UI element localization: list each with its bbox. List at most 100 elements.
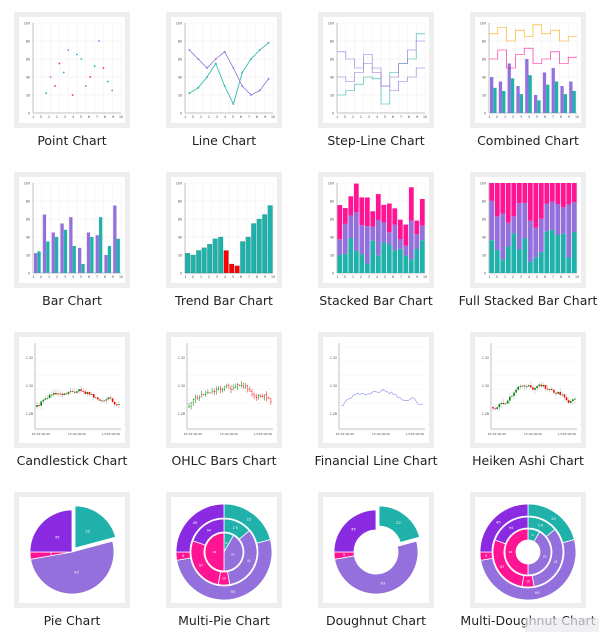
gallery-tile-bar[interactable]: 0 20 40 60 80 100 -1 0 1 2 3 4 5 6 7 8 9 10 Bar Chart [0,160,152,320]
candle [97,397,99,400]
stacked-bar-segment [386,203,392,233]
gallery-tile-fullstackedbar[interactable]: 0 20 40 60 80 100 -1 0 1 2 3 4 5 6 7 8 9 10 Full Stacked B… [456,160,603,320]
svg-text:13.05 00:00: 13.05 00:00 [102,432,120,436]
candle [521,385,524,387]
candle [38,405,40,406]
svg-text:0: 0 [344,115,346,119]
gallery-tile-pie[interactable]: 22 93 5 45 Pie Chart [0,480,152,640]
svg-text:9: 9 [568,115,570,119]
stacked-bar-segment [555,235,561,273]
gallery-tile-ohlc[interactable]: 1.32 1.30 1.28 01.04 00:00 12.04 00:00 13.05 … [152,320,304,480]
tile-caption[interactable]: Full Stacked Bar Chart [458,293,598,308]
candlestick-chart-preview: 1.32 1.30 1.28 01.04 00:00 12.04 00:00 13.05 … [26,343,121,436]
tile-caption[interactable]: Pie Chart [43,613,101,628]
svg-text:1.30: 1.30 [178,384,185,388]
chart-thumbnail[interactable]: 22 93 5 45 2 6 41 10 87 94 6 81 94 [470,492,586,608]
slice-label: 41 [554,560,558,564]
tile-caption[interactable]: Doughnut Chart [325,613,427,628]
tile-caption[interactable]: Candlestick Chart [16,453,128,468]
chart-thumbnail[interactable]: 22 93 5 45 2 6 41 10 87 94 6 81 94 [166,492,282,608]
gallery-tile-multipie[interactable]: 22 93 5 45 2 6 41 10 87 94 6 81 94 Multi-Pie Chart [152,480,304,640]
chart-thumbnail[interactable]: 0 20 40 60 80 100 -1 0 1 2 3 4 5 6 7 8 9 10 [318,172,434,288]
data-point [89,76,92,78]
tile-caption[interactable]: Stacked Bar Chart [319,293,433,308]
gallery-tile-heikenashi[interactable]: 1.32 1.30 1.28 01.04 00:00 12.04 00:00 13.05 … [456,320,603,480]
pie-slice [334,540,419,595]
tile-caption[interactable]: Multi-Pie Chart [178,613,270,628]
svg-text:1.32: 1.32 [330,356,337,360]
gallery-tile-combined[interactable]: 0 20 40 60 80 100 -1 0 1 2 3 4 5 6 7 8 9 10 Combined Chart [456,0,603,160]
bar [551,68,555,113]
tile-caption[interactable]: Heiken Ashi Chart [472,453,584,468]
gallery-tile-doughnut[interactable]: 22 93 5 45 Doughnut Chart [304,480,456,640]
stacked-bar-segment [549,201,555,230]
chart-thumbnail[interactable]: 22 93 5 45 [14,492,130,608]
svg-text:40: 40 [330,76,334,80]
gallery-tile-candlestick[interactable]: 1.32 1.30 1.28 01.04 00:00 12.04 00:00 13.05 … [0,320,152,480]
heikenashi-chart-preview: 1.32 1.30 1.28 01.04 00:00 12.04 00:00 13.05 … [482,343,577,436]
tile-caption[interactable]: Step-Line Chart [327,133,425,148]
chart-thumbnail[interactable]: 0 20 40 60 80 100 -1 0 1 2 3 4 5 6 7 8 9 10 [166,172,282,288]
tile-caption[interactable]: Line Chart [191,133,257,148]
chart-thumbnail[interactable]: 0 20 40 60 80 100 -1 0 1 2 3 4 5 6 7 8 9 10 [470,172,586,288]
svg-text:5: 5 [384,275,386,279]
data-point [241,85,244,87]
gallery-tile-line[interactable]: 0 20 40 60 80 100 -1 0 1 2 3 4 5 6 7 8 9 10 Line Chart [152,0,304,160]
chart-thumbnail[interactable]: 1.32 1.30 1.28 01.04 00:00 12.04 00:00 13.05 … [318,332,434,448]
slice-label: 93 [74,570,79,575]
gallery-tile-stackedbar[interactable]: 0 20 40 60 80 100 -1 0 1 2 3 4 5 6 7 8 9 10 Stacked Bar Ch… [304,160,456,320]
candle [44,398,47,400]
tile-caption[interactable]: Combined Chart [477,133,579,148]
stacked-bar-segment [522,238,528,273]
chart-thumbnail[interactable]: 0 20 40 60 80 100 -1 0 1 2 3 4 5 6 7 8 9 10 [14,172,130,288]
tile-caption[interactable]: Point Chart [37,133,107,148]
stacked-bar-segment [375,194,381,220]
gallery-tile-point[interactable]: 0 20 40 60 80 100 -1 0 1 2 3 4 5 6 7 8 9 10 Point Chart [0,0,152,160]
gallery-tile-trendbar[interactable]: 0 20 40 60 80 100 -1 0 1 2 3 4 5 6 7 8 9 10 Trend Bar Char… [152,160,304,320]
svg-text:1.28: 1.28 [178,412,185,416]
svg-text:20: 20 [482,94,486,98]
candle [65,393,68,395]
svg-text:3: 3 [216,115,218,119]
tile-caption[interactable]: OHLC Bars Chart [171,453,277,468]
svg-text:100: 100 [24,22,30,26]
data-point [71,94,74,96]
tile-caption[interactable]: Bar Chart [42,293,102,308]
candle [82,391,84,392]
chart-thumbnail[interactable]: 0 20 40 60 80 100 -1 0 1 2 3 4 5 6 7 8 9 10 [470,12,586,128]
gallery-tile-financialline[interactable]: 1.32 1.30 1.28 01.04 00:00 12.04 00:00 13.05 … [304,320,456,480]
stacked-bar-segment [511,183,517,217]
tile-caption[interactable]: Trend Bar Chart [175,293,273,308]
chart-thumbnail[interactable]: 1.32 1.30 1.28 01.04 00:00 12.04 00:00 13.05 … [14,332,130,448]
data-point [223,85,226,87]
slice-label: 81 [543,555,547,559]
chart-thumbnail[interactable]: 22 93 5 45 [318,492,434,608]
candle [561,394,564,396]
chart-thumbnail[interactable]: 0 20 40 60 80 100 -1 0 1 2 3 4 5 6 7 8 9 10 [14,12,130,128]
chart-axes: 1.32 1.30 1.28 01.04 00:00 12.04 00:00 13.05 … [178,343,273,436]
candle [57,393,59,395]
svg-text:6: 6 [88,115,90,119]
bar [510,78,515,113]
data-point [206,67,208,69]
svg-text:40: 40 [26,236,30,240]
candle [84,391,87,394]
chart-thumbnail[interactable]: 1.32 1.30 1.28 01.04 00:00 12.04 00:00 13.05 … [470,332,586,448]
svg-text:60: 60 [178,58,182,62]
stacked-bar-segment [414,234,420,249]
svg-text:60: 60 [330,218,334,222]
bar [95,235,99,273]
chart-thumbnail[interactable]: 0 20 40 60 80 100 -1 0 1 2 3 4 5 6 7 8 9 10 [166,12,282,128]
data-point [188,92,191,95]
tile-caption[interactable]: Financial Line Chart [314,453,438,468]
chart-thumbnail[interactable]: 0 20 40 60 80 100 -1 0 1 2 3 4 5 6 7 8 9 10 [318,12,434,128]
stacked-bar-segment [500,213,506,260]
chart-thumbnail[interactable]: 1.32 1.30 1.28 01.04 00:00 12.04 00:00 13.05 … [166,332,282,448]
gallery-tile-stepline[interactable]: 0 20 40 60 80 100 -1 0 1 2 3 4 5 6 7 8 9 10 Step-Line Char… [304,0,456,160]
slice-label: 94 [207,528,211,532]
stacked-bar-segment [364,226,370,264]
svg-text:4: 4 [528,115,530,119]
